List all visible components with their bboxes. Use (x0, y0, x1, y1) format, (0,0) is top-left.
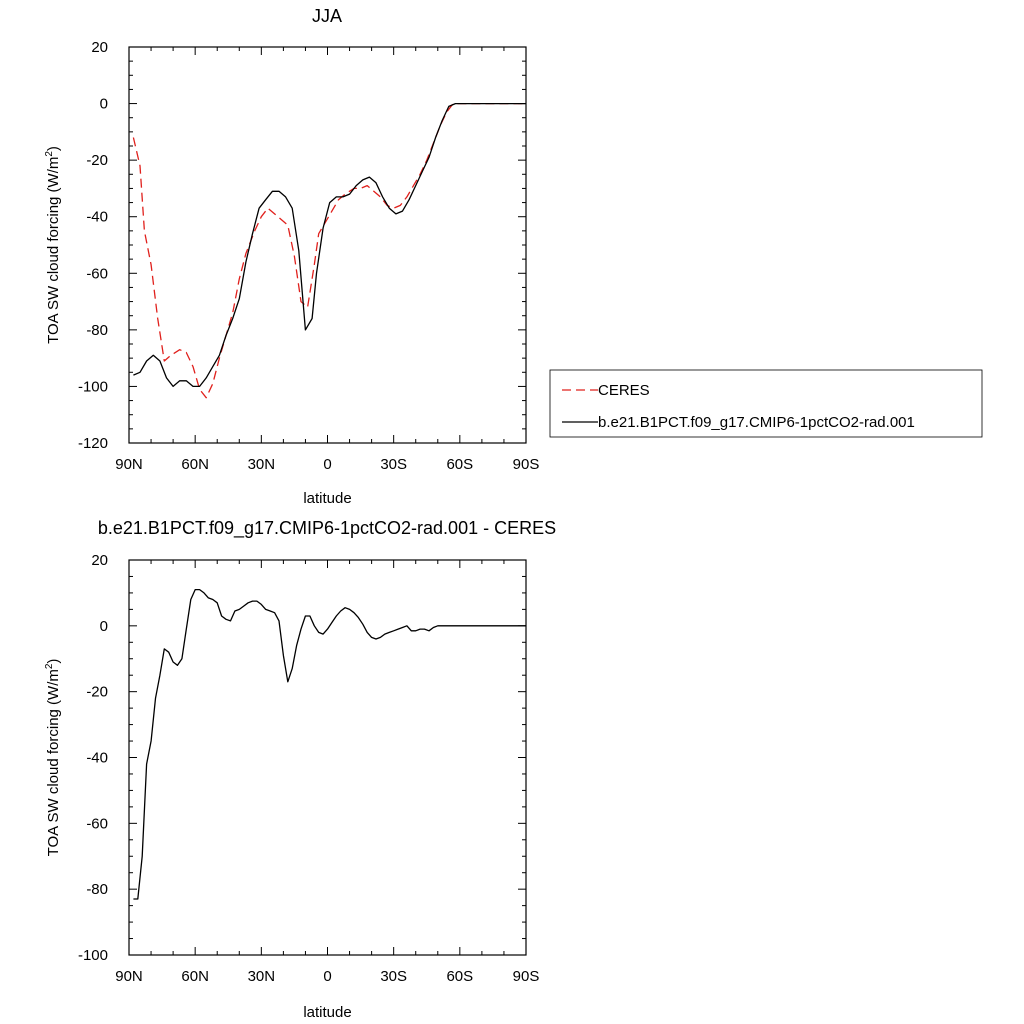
x-tick-label: 90N (115, 968, 143, 985)
x-tick-label: 60S (446, 968, 473, 985)
x-tick-label: 60S (446, 456, 473, 473)
y-axis-label-main: TOA SW cloud forcing (W/m (45, 669, 62, 856)
x-tick-label: 30S (380, 456, 407, 473)
x-tick-label: 30N (248, 456, 276, 473)
y-tick-label: -100 (78, 947, 108, 964)
chart-title: JJA (312, 6, 342, 26)
x-tick-label: 30S (380, 968, 407, 985)
chart-title: b.e21.B1PCT.f09_g17.CMIP6-1pctCO2-rad.00… (98, 518, 556, 539)
y-tick-label: 0 (100, 618, 108, 635)
y-tick-label: 0 (100, 96, 108, 113)
x-tick-label: 90S (513, 968, 540, 985)
y-tick-label: -80 (86, 881, 108, 898)
x-tick-label: 90N (115, 456, 143, 473)
y-tick-label: -60 (86, 815, 108, 832)
series-line-1 (133, 588, 526, 900)
legend-label: b.e21.B1PCT.f09_g17.CMIP6-1pctCO2-rad.00… (598, 414, 915, 431)
y-tick-label: -100 (78, 378, 108, 395)
x-tick-label: 0 (323, 456, 331, 473)
y-tick-label: -60 (86, 265, 108, 282)
x-tick-label: 60N (181, 968, 209, 985)
y-tick-label: -40 (86, 750, 108, 767)
y-tick-label: -40 (86, 209, 108, 226)
x-tick-label: 60N (181, 456, 209, 473)
y-tick-label: -120 (78, 435, 108, 452)
chart-panel-2: b.e21.B1PCT.f09_g17.CMIP6-1pctCO2-rad.00… (44, 518, 556, 1021)
x-tick-label: 90S (513, 456, 540, 473)
y-axis-label-superscript: 2 (44, 151, 55, 157)
x-tick-label: 0 (323, 968, 331, 985)
y-axis-label: TOA SW cloud forcing (W/m2) (44, 146, 62, 344)
series-line-2 (133, 102, 526, 388)
legend: CERES b.e21.B1PCT.f09_g17.CMIP6-1pctCO2-r… (549, 369, 983, 438)
y-axis-label-main: TOA SW cloud forcing (W/m (45, 157, 62, 344)
plot-frame (128, 46, 527, 444)
legend-box (549, 369, 983, 438)
y-axis-label-superscript: 2 (44, 663, 55, 669)
y-tick-label: -20 (86, 684, 108, 701)
legend-label: CERES (598, 382, 650, 399)
y-axis-label-close: ) (45, 659, 62, 664)
y-axis-label: TOA SW cloud forcing (W/m2) (44, 659, 62, 857)
y-tick-label: -80 (86, 322, 108, 339)
y-tick-label: 20 (91, 552, 108, 569)
x-tick-label: 30N (248, 968, 276, 985)
y-tick-label: -20 (86, 152, 108, 169)
series-line-1 (132, 102, 526, 399)
x-axis-label: latitude (303, 490, 351, 507)
y-tick-label: 20 (91, 39, 108, 56)
chart-panel-1: JJA 90N 60N 30N 0 30S 60S 90S 20 0 -20 -40 -60 -80 -10… (44, 6, 983, 507)
x-axis-label: latitude (303, 1004, 351, 1021)
plot-frame (128, 559, 527, 956)
y-axis-label-close: ) (45, 146, 62, 151)
